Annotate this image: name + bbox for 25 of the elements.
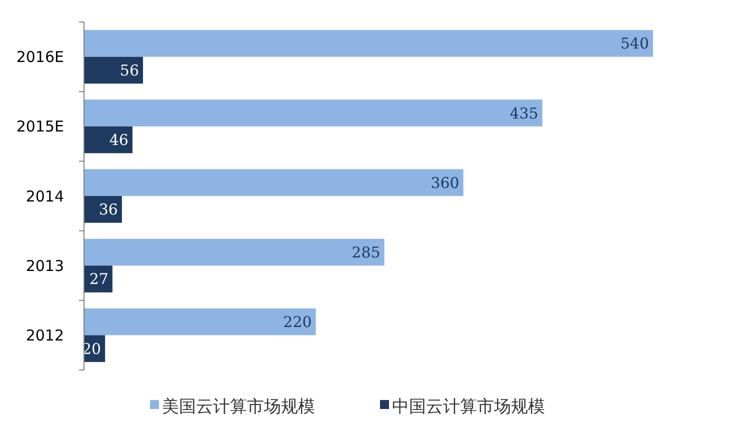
bar xyxy=(84,196,122,223)
data-label: 360 xyxy=(430,174,460,192)
y-tick-label: 2015E xyxy=(16,118,64,136)
y-tick-label: 2014 xyxy=(26,187,64,206)
bar xyxy=(84,30,653,57)
y-tick-label: 2012 xyxy=(26,326,64,344)
legend-label: 美国云计算市场规模 xyxy=(162,396,315,417)
data-label: 27 xyxy=(89,270,108,288)
data-label: 540 xyxy=(620,34,649,53)
legend-label: 中国云计算市场规模 xyxy=(392,396,545,417)
y-tick-label: 2016E xyxy=(16,48,64,66)
data-label: 36 xyxy=(98,200,118,219)
bar xyxy=(84,100,542,126)
data-label: 56 xyxy=(120,61,140,80)
bar xyxy=(84,238,384,266)
bar xyxy=(84,308,316,336)
data-label: 435 xyxy=(510,104,538,122)
y-tick-label: 2013 xyxy=(26,256,64,275)
bar xyxy=(84,169,464,196)
data-label: 46 xyxy=(109,131,128,150)
data-label: 220 xyxy=(283,313,312,332)
data-label: 285 xyxy=(352,243,380,262)
bar xyxy=(84,266,112,292)
bar xyxy=(84,126,132,154)
bar xyxy=(84,56,144,84)
